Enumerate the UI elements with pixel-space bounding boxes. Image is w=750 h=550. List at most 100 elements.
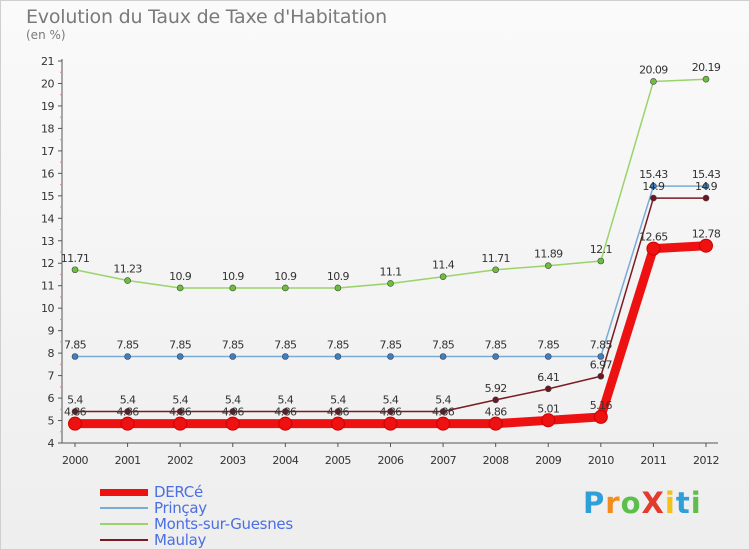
series-point-3: [597, 372, 605, 380]
y-tick-label: 12: [41, 257, 54, 270]
x-tick-label: 2004: [272, 454, 298, 467]
data-label: 15.43: [639, 168, 668, 181]
legend-label-monts-sur-guesnes: Monts-sur-Guesnes: [154, 515, 293, 533]
series-point-1: [544, 353, 552, 360]
data-label: 12.65: [639, 231, 668, 244]
series-point-1: [387, 353, 394, 360]
data-label: 5.4: [120, 394, 136, 407]
data-label: 7.85: [64, 338, 87, 351]
data-label: 7.85: [169, 338, 192, 351]
data-label: 11.71: [481, 252, 510, 265]
series-point-2: [597, 257, 605, 265]
series-point-1: [334, 353, 342, 360]
logo-letter: P: [583, 486, 606, 520]
series-point-2: [71, 266, 79, 274]
series-point-1: [702, 182, 710, 190]
data-label: 10.9: [169, 270, 192, 283]
series-point-0: [541, 413, 556, 428]
legend-label-derce: DERCé: [154, 483, 203, 501]
y-tick-label: 21: [41, 55, 54, 68]
data-label: 10.9: [222, 270, 245, 283]
x-tick-label: 2003: [220, 454, 246, 467]
y-tick-label: 6: [48, 392, 55, 405]
series-point-0: [699, 238, 713, 253]
series-point-2: [124, 277, 131, 284]
x-tick-label: 2006: [378, 454, 404, 467]
y-tick-label: 8: [48, 347, 55, 360]
data-label: 5.4: [172, 394, 188, 407]
data-label: 11.89: [534, 248, 563, 261]
series-point-3: [124, 408, 131, 415]
data-label: 7.85: [327, 338, 350, 351]
legend-item-derce[interactable]: DERCé: [100, 484, 293, 500]
legend-label-princay: Prinçay: [154, 499, 207, 517]
y-tick-label: 9: [48, 325, 55, 338]
logo-letter: o: [620, 486, 642, 520]
data-label: 15.43: [692, 168, 721, 181]
y-tick-label: 17: [41, 145, 54, 158]
series-point-3: [544, 385, 552, 393]
y-tick-label: 18: [41, 122, 54, 135]
data-label: 10.9: [327, 270, 350, 283]
series-point-1: [597, 353, 605, 360]
data-label: 7.85: [432, 338, 455, 351]
series-point-2: [176, 284, 184, 292]
series-point-0: [278, 416, 293, 431]
series-point-2: [439, 273, 447, 281]
legend-item-princay[interactable]: Prinçay: [100, 500, 293, 516]
logo-letter: i: [690, 486, 702, 520]
data-label: 5.4: [383, 394, 399, 407]
series-point-1: [492, 353, 499, 360]
data-label: 5.01: [537, 402, 559, 415]
legend-item-maulay[interactable]: Maulay: [100, 532, 293, 548]
data-label: 11.4: [432, 259, 455, 272]
data-label: 11.23: [113, 263, 142, 276]
series-line-2: [74, 78, 707, 289]
series-point-3: [492, 396, 499, 404]
data-label: 14.9: [695, 180, 718, 193]
y-tick-label: 4: [48, 437, 55, 450]
data-label: 4.86: [485, 406, 508, 419]
y-tick-label: 16: [41, 167, 54, 180]
logo-letter: t: [675, 486, 691, 520]
legend-swatch-monts-sur-guesnes: [100, 523, 148, 525]
series-point-2: [334, 284, 342, 292]
y-tick-label: 13: [41, 235, 54, 248]
legend: DERCé Prinçay Monts-sur-Guesnes Maulay: [100, 484, 293, 548]
data-label: 20.19: [692, 61, 721, 74]
series-point-1: [71, 353, 79, 360]
data-label: 7.85: [485, 338, 508, 351]
series-point-0: [330, 416, 345, 431]
y-tick-label: 19: [41, 100, 54, 113]
series-point-0: [68, 416, 82, 431]
series-point-0: [173, 416, 188, 431]
series-point-2: [492, 266, 499, 274]
series-point-3: [229, 408, 237, 415]
series-point-3: [334, 408, 342, 415]
data-label: 6.41: [537, 371, 559, 384]
data-label: 5.16: [590, 399, 613, 412]
series-point-1: [282, 353, 289, 360]
series-point-0: [593, 409, 608, 424]
legend-swatch-derce: [100, 488, 148, 496]
legend-item-monts-sur-guesnes[interactable]: Monts-sur-Guesnes: [100, 516, 293, 532]
x-tick-label: 2012: [693, 454, 719, 467]
series-point-2: [282, 284, 289, 292]
x-tick-label: 2005: [325, 454, 351, 467]
series-point-0: [488, 416, 503, 431]
data-label: 4.86: [117, 406, 140, 419]
series-point-0: [383, 416, 398, 431]
series-point-3: [71, 408, 79, 415]
series-point-3: [650, 194, 657, 202]
data-label: 7.85: [274, 338, 297, 351]
data-label: 4.86: [64, 406, 87, 419]
data-label: 4.86: [379, 406, 402, 419]
x-tick-label: 2000: [62, 454, 88, 467]
series-point-3: [387, 408, 394, 415]
series-point-1: [124, 353, 131, 360]
data-label: 7.85: [117, 338, 140, 351]
series-point-2: [387, 280, 394, 287]
data-label: 5.4: [225, 394, 241, 407]
